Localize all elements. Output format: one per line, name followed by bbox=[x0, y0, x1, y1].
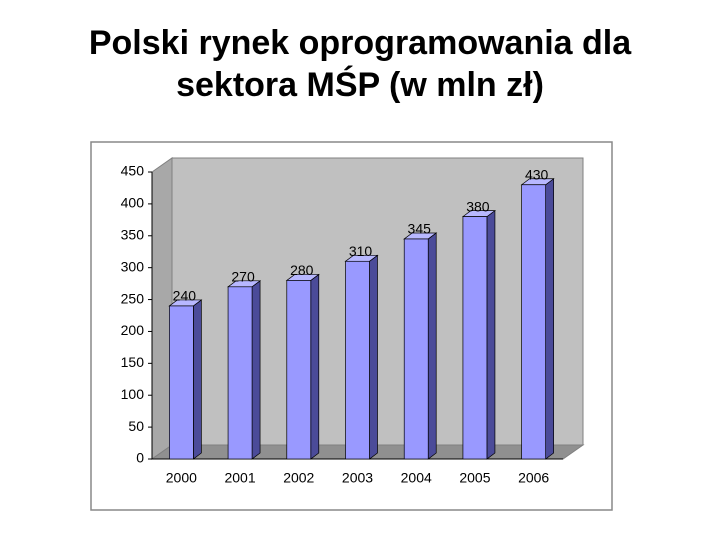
y-tick-label: 100 bbox=[121, 386, 145, 402]
value-label: 380 bbox=[466, 198, 490, 214]
bar-side bbox=[369, 254, 378, 460]
side-wall bbox=[151, 157, 173, 460]
x-tick-label: 2002 bbox=[283, 470, 314, 486]
y-tick-label: 150 bbox=[121, 354, 145, 370]
chart-title: Polski rynek oprogramowania dla sektora … bbox=[88, 24, 632, 104]
bar-side bbox=[427, 232, 437, 460]
bar-side bbox=[310, 273, 320, 460]
bar bbox=[169, 305, 194, 460]
x-tick-label: 2004 bbox=[401, 470, 432, 486]
bar-side bbox=[193, 299, 202, 460]
y-tick-label: 400 bbox=[121, 195, 145, 211]
x-tick-label: 2005 bbox=[459, 470, 490, 486]
y-tick-label: 0 bbox=[136, 450, 144, 466]
value-label: 310 bbox=[349, 243, 373, 259]
bar bbox=[521, 184, 546, 460]
y-tick-label: 350 bbox=[121, 226, 145, 242]
bar bbox=[227, 286, 253, 460]
y-tick-label: 450 bbox=[121, 163, 145, 179]
bar-side bbox=[545, 178, 554, 460]
bar-side bbox=[486, 209, 496, 460]
value-label: 430 bbox=[525, 166, 549, 182]
bar-side bbox=[251, 280, 261, 460]
x-tick-label: 2003 bbox=[342, 470, 373, 486]
value-label: 270 bbox=[231, 269, 255, 285]
value-label: 280 bbox=[290, 262, 314, 278]
y-tick-label: 50 bbox=[128, 418, 144, 434]
value-label: 345 bbox=[408, 221, 432, 237]
value-label: 240 bbox=[173, 288, 197, 304]
x-tick-label: 2000 bbox=[166, 470, 197, 486]
bar bbox=[345, 260, 370, 460]
y-tick-label: 250 bbox=[121, 290, 145, 306]
bar bbox=[403, 238, 429, 460]
y-tick-label: 200 bbox=[121, 322, 145, 338]
bar bbox=[286, 280, 312, 460]
x-tick-label: 2001 bbox=[224, 470, 255, 486]
title-box: Polski rynek oprogramowania dla sektora … bbox=[0, 22, 720, 106]
bar bbox=[462, 216, 488, 460]
x-tick-label: 2006 bbox=[518, 470, 549, 486]
y-tick-label: 300 bbox=[121, 258, 145, 274]
